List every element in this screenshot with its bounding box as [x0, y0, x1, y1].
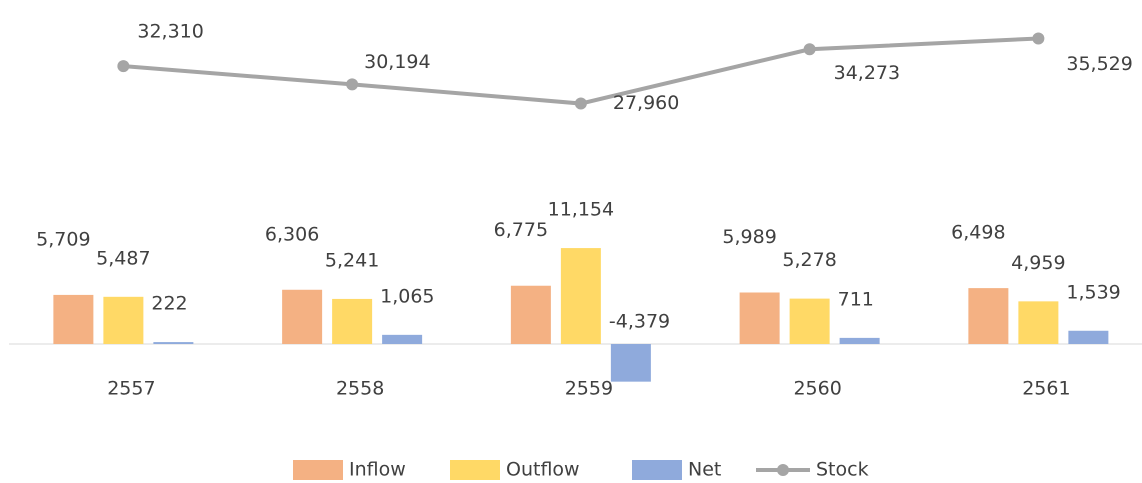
bar — [282, 289, 323, 344]
data-label: 6,775 — [494, 219, 548, 241]
legend-label: Inflow — [349, 459, 406, 481]
data-label: 11,154 — [548, 199, 614, 221]
data-label: 5,989 — [722, 226, 776, 248]
line-point — [803, 43, 816, 56]
data-label: 5,241 — [325, 249, 379, 271]
data-label: 5,278 — [782, 249, 836, 271]
legend-swatch — [293, 460, 343, 480]
x-tick-label: 2560 — [793, 378, 841, 400]
data-label: 30,194 — [364, 51, 430, 73]
data-label: 1,065 — [380, 285, 434, 307]
bar — [1018, 301, 1059, 344]
data-label: 5,487 — [96, 247, 150, 269]
line-point — [117, 60, 130, 73]
bar — [153, 342, 194, 344]
bar — [610, 344, 651, 382]
data-label: 27,960 — [613, 92, 679, 114]
legend-swatch — [777, 464, 789, 476]
line-point — [1032, 32, 1045, 45]
data-label: 711 — [838, 288, 874, 310]
legend-swatch — [632, 460, 682, 480]
legend-label: Net — [688, 459, 721, 481]
line-point — [346, 78, 359, 91]
data-label: 34,273 — [834, 62, 900, 84]
legend-label: Outflow — [506, 459, 580, 481]
bar — [1068, 330, 1109, 344]
legend-swatch — [450, 460, 500, 480]
data-label: 6,306 — [265, 223, 319, 245]
data-label: 222 — [151, 293, 187, 315]
data-label: 4,959 — [1011, 252, 1065, 274]
x-tick-label: 2561 — [1022, 378, 1070, 400]
bar — [739, 292, 780, 344]
bar — [53, 294, 94, 344]
bar — [789, 298, 830, 344]
bar — [560, 248, 601, 344]
x-tick-label: 2559 — [565, 378, 613, 400]
bar — [839, 337, 880, 344]
bar — [103, 296, 144, 344]
x-tick-label: 2558 — [336, 378, 384, 400]
x-tick-label: 2557 — [107, 378, 155, 400]
bar — [382, 334, 423, 344]
data-label: 35,529 — [1066, 53, 1132, 75]
data-label: 5,709 — [36, 228, 90, 250]
data-label: -4,379 — [609, 311, 670, 333]
line — [123, 36, 1039, 106]
data-label: 1,539 — [1066, 281, 1120, 303]
data-label: 6,498 — [951, 222, 1005, 244]
line-point — [574, 97, 587, 110]
bar — [332, 298, 373, 344]
legend-label: Stock — [816, 459, 869, 481]
bar — [510, 285, 551, 344]
bar — [968, 288, 1009, 344]
data-label: 32,310 — [137, 21, 203, 43]
